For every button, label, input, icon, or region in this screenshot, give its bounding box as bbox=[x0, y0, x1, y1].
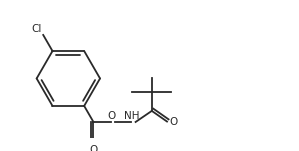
Text: O: O bbox=[107, 111, 115, 121]
Text: O: O bbox=[169, 117, 178, 127]
Text: NH: NH bbox=[124, 111, 140, 121]
Text: O: O bbox=[89, 145, 97, 151]
Text: Cl: Cl bbox=[31, 24, 42, 34]
